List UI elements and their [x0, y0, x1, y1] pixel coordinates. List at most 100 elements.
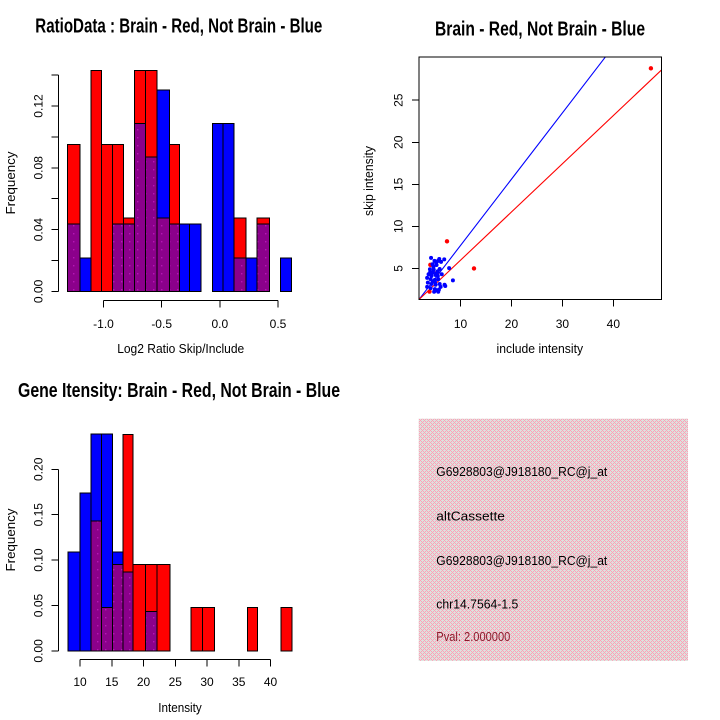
intensity-scatter-x-axis-title: include intensity — [497, 342, 584, 356]
scatter-point-blue — [432, 258, 437, 263]
scatter-point-blue — [425, 280, 430, 285]
info-line-probe-id-1: G6928803@J918180_RC@j_at — [436, 465, 608, 479]
histogram-bar-purple — [90, 520, 103, 652]
y-tick-label: 0.15 — [32, 503, 46, 527]
gene-intensity-histogram-marks: 10 15 20 25 30 35 40 0.00 0.05 0.10 0.15 0.20 — [32, 433, 293, 689]
histogram-bar-blue — [111, 551, 124, 565]
y-tick-label: 0.05 — [32, 593, 46, 617]
x-tick-label: 20 — [505, 317, 519, 331]
gene-intensity-histogram-y-axis-title: Frequency — [4, 508, 18, 572]
scatter-point-blue — [430, 262, 435, 267]
info-line-chromosome-location: chr14.7564-1.5 — [436, 598, 518, 612]
scatter-point-blue — [425, 275, 430, 280]
histogram-bar-purple — [123, 223, 135, 292]
x-tick-label: 0.5 — [270, 317, 287, 331]
scatter-point-red — [427, 289, 432, 294]
gene-intensity-histogram-title: Gene Itensity: Brain - Red, Not Brain - … — [18, 380, 340, 402]
panel-ratio-histogram: -1.0 -0.5 0.0 0.5 0.00 0.04 0.08 0.12 RatioData… — [4, 16, 322, 357]
scatter-point-blue — [429, 273, 434, 278]
x-tick-label: 10 — [73, 675, 87, 689]
scatter-point-blue — [450, 278, 455, 283]
gene-intensity-histogram-x-axis-title: Intensity — [158, 701, 202, 715]
scatter-point-blue — [427, 267, 432, 272]
histogram-bar-red — [256, 217, 270, 225]
histogram-bar-red — [111, 143, 125, 225]
x-tick-label: 40 — [607, 317, 621, 331]
scatter-point-blue — [443, 284, 448, 289]
histogram-bar-purple — [111, 563, 124, 652]
scatter-point-blue — [431, 267, 436, 272]
histogram-bar-purple — [168, 223, 180, 292]
x-tick-label: 35 — [232, 675, 246, 689]
histogram-bar-blue — [245, 257, 258, 292]
histogram-bar-blue — [79, 492, 92, 652]
histogram-bar-blue — [222, 122, 235, 292]
plot-box — [418, 56, 662, 300]
x-tick-label: 30 — [556, 317, 570, 331]
x-tick-label: 40 — [264, 675, 278, 689]
histogram-bar-purple — [67, 223, 81, 292]
histogram-bar-red — [156, 563, 171, 652]
histogram-bar-purple — [145, 156, 158, 292]
panel-gene-intensity-histogram: 10 15 20 25 30 35 40 0.00 0.05 0.10 0.15 0.20 Gene … — [4, 380, 340, 715]
scatter-point-red — [444, 239, 450, 244]
histogram-bar-red — [247, 607, 259, 652]
histogram-bar-blue — [188, 223, 202, 292]
y-tick-label: 0.04 — [32, 218, 46, 242]
scatter-point-blue — [447, 266, 452, 271]
fit-line-red — [419, 69, 662, 300]
histogram-bar-red — [101, 143, 113, 292]
x-tick-label: 0.0 — [211, 317, 228, 331]
histogram-bar-purple — [233, 257, 247, 292]
scatter-point-blue — [434, 263, 439, 268]
intensity-scatter-y-axis-title: skip intensity — [362, 145, 376, 216]
scatter-lines — [419, 57, 662, 300]
x-tick-label: -1.0 — [93, 317, 114, 331]
histogram-bar-blue — [79, 257, 92, 292]
scatter-point-blue — [428, 270, 433, 275]
x-tick-label: 20 — [137, 675, 151, 689]
x-tick-label: -0.5 — [151, 317, 172, 331]
histogram-bar-blue — [67, 551, 81, 652]
histogram-bar-red — [145, 70, 158, 158]
intensity-scatter-marks: 10 20 30 40 5 10 15 20 25 — [392, 56, 662, 331]
x-tick-label: 10 — [454, 317, 468, 331]
histogram-bar-red — [90, 70, 103, 292]
ratio-histogram-x-axis-title: Log2 Ratio Skip/Include — [117, 342, 244, 356]
intensity-scatter-title: Brain - Red, Not Brain - Blue — [435, 19, 645, 41]
histogram-bar-red — [233, 217, 247, 259]
histogram-bar-purple — [122, 571, 134, 652]
y-tick-label: 5 — [392, 265, 406, 272]
info-line-pval: Pval: 2.000000 — [436, 630, 510, 644]
histogram-bar-purple — [145, 610, 158, 652]
ratio-histogram-y-axis-title: Frequency — [4, 151, 18, 215]
info-panel-marks — [418, 418, 688, 661]
histogram-bar-blue — [178, 223, 190, 292]
histogram-bar-red — [122, 434, 134, 573]
histogram-bar-blue — [156, 89, 170, 219]
scatter-point-blue — [438, 284, 443, 289]
scatter-point-blue — [436, 258, 441, 263]
histogram-bar-blue — [280, 257, 292, 292]
y-tick-label: 25 — [392, 93, 406, 107]
y-tick-label: 0.00 — [32, 279, 46, 303]
y-tick-label: 0.12 — [32, 94, 46, 118]
histogram-bar-red — [123, 217, 135, 225]
scatter-point-blue — [430, 279, 435, 284]
panel-info: G6928803@J918180_RC@j_at altCassette G69… — [418, 418, 688, 661]
scatter-point-blue — [428, 286, 433, 291]
histogram-bar-red — [145, 563, 158, 612]
ratio-histogram-marks: -1.0 -0.5 0.0 0.5 0.00 0.04 0.08 0.12 — [32, 70, 292, 331]
y-tick-label: 0.00 — [32, 639, 46, 663]
scatter-point-red — [471, 266, 477, 271]
y-tick-label: 0.20 — [32, 457, 46, 481]
histogram-bar-purple — [133, 122, 147, 292]
histogram-bar-purple — [156, 217, 170, 292]
y-tick-label: 20 — [392, 135, 406, 149]
y-tick-label: 10 — [392, 219, 406, 233]
histogram-bar-purple — [101, 607, 113, 652]
histogram-bar-purple — [111, 223, 125, 292]
x-tick-label: 15 — [105, 675, 119, 689]
